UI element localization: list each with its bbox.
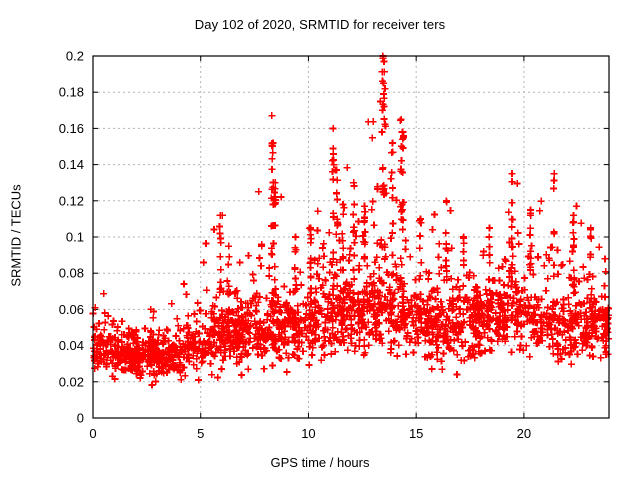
page-title: Day 102 of 2020, SRMTID for receiver ter… — [194, 17, 446, 32]
gridlines — [93, 56, 609, 418]
y-tick-label: 0.1 — [66, 230, 84, 245]
y-tick-label: 0.16 — [59, 121, 84, 136]
y-tick-label: 0.18 — [59, 85, 84, 100]
y-tick-label: 0.08 — [59, 266, 84, 281]
y-tick-label: 0.12 — [59, 193, 84, 208]
x-axis-tick-labels: 0 5 10 15 20 — [89, 426, 531, 441]
x-tick-label: 20 — [517, 426, 531, 441]
plot-frame — [92, 55, 610, 419]
y-tick-label: 0.02 — [59, 374, 84, 389]
y-tick-label: 0.14 — [59, 157, 84, 172]
x-tick-label: 15 — [409, 426, 423, 441]
data-points — [89, 52, 613, 389]
x-tick-label: 5 — [197, 426, 204, 441]
y-tick-label: 0.2 — [66, 49, 84, 64]
x-tick-label: 0 — [89, 426, 96, 441]
y-axis-tick-labels: 0 0.02 0.04 0.06 0.08 0.1 0.12 0.14 0.16 0.18 0.2 — [59, 49, 84, 426]
y-axis-label: SRMTID / TECUs — [8, 184, 24, 287]
y-tick-label: 0.06 — [59, 302, 84, 317]
y-tick-label: 0.04 — [59, 338, 84, 353]
x-tick-label: 10 — [301, 426, 315, 441]
x-axis-label: GPS time / hours — [270, 455, 370, 470]
y-tick-label: 0 — [77, 411, 84, 426]
